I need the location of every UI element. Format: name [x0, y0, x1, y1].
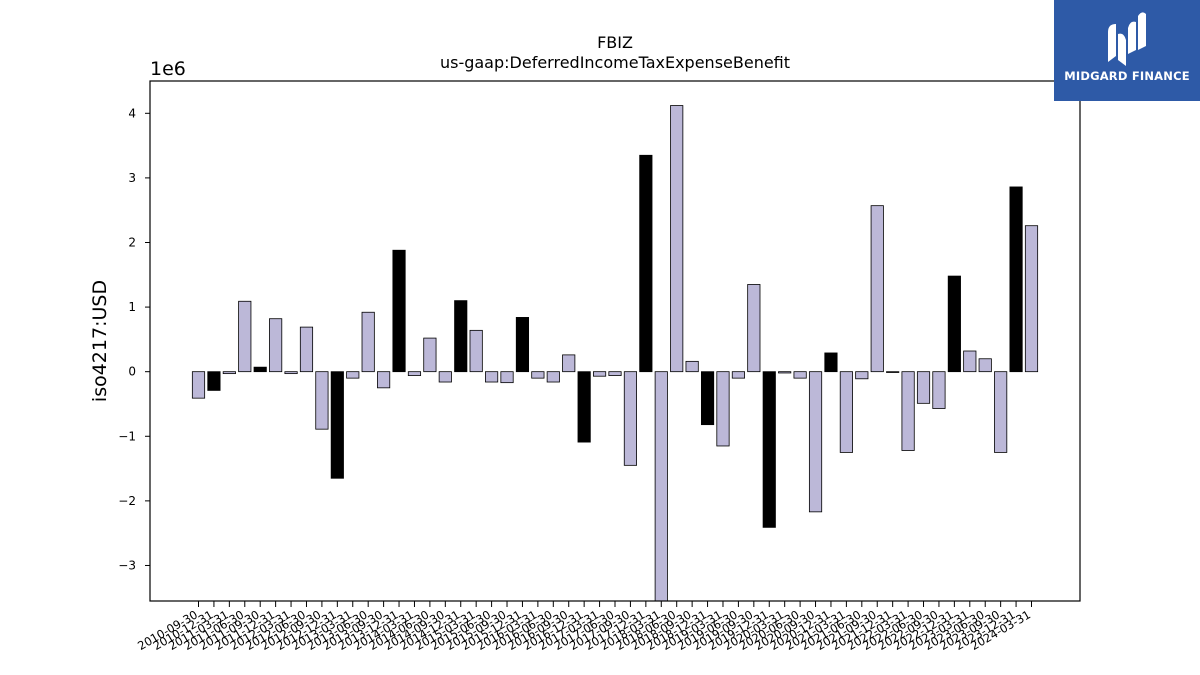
bar: [716, 371, 730, 447]
y-tick-label: 0: [128, 365, 136, 379]
bar: [284, 371, 298, 375]
bar: [623, 371, 638, 466]
plot-frame: [149, 80, 1081, 602]
logo-icon: [1108, 12, 1146, 66]
bar: [253, 366, 267, 373]
bar: [639, 154, 653, 373]
logo-text: MIDGARD FINANCE: [1064, 69, 1190, 83]
bar: [916, 371, 931, 404]
chart-title: FBIZ: [597, 33, 633, 52]
bar: [608, 371, 622, 376]
bar: [392, 249, 406, 373]
y-tick-label: 2: [128, 235, 136, 249]
bar: [978, 358, 992, 373]
bar: [515, 317, 530, 373]
bar: [361, 311, 375, 373]
bar: [407, 371, 422, 376]
bar: [886, 371, 900, 373]
bar: [222, 371, 236, 375]
bar: [855, 371, 869, 380]
bar: [315, 371, 329, 430]
bar: [963, 350, 977, 373]
bar: [1024, 225, 1039, 373]
logo: MIDGARD FINANCE: [1054, 0, 1200, 101]
bar: [593, 371, 607, 377]
bar: [824, 352, 838, 373]
bar: [191, 371, 206, 399]
y-tick-label: −3: [118, 558, 136, 572]
bar: [778, 371, 792, 374]
y-tick-label: −2: [118, 494, 136, 508]
bar: [546, 371, 560, 383]
bar: [469, 329, 483, 373]
bar: [1009, 186, 1023, 373]
bar: [793, 371, 807, 379]
y-axis-ticks: −3 −2 −1 0 1 2 3 4: [118, 106, 150, 572]
bar: [901, 371, 915, 451]
bar: [670, 105, 684, 373]
chart-subtitle: us-gaap:DeferredIncomeTaxExpenseBenefit: [440, 53, 790, 72]
bar: [207, 371, 221, 391]
bar: [762, 371, 776, 528]
bar: [500, 371, 514, 384]
y-axis-multiplier: 1e6: [150, 58, 186, 80]
bar: [808, 371, 823, 513]
bar: [238, 300, 252, 373]
bar: [485, 371, 499, 383]
x-axis-ticks: 2010-09-302010-12-312011-03-312011-06-30…: [135, 601, 1033, 653]
bar: [994, 371, 1008, 453]
bar: [346, 371, 360, 379]
bar: [438, 371, 452, 383]
bar: [747, 284, 761, 373]
bar: [423, 337, 437, 373]
bar: [454, 300, 468, 373]
bar: [377, 371, 391, 389]
bar: [932, 371, 946, 409]
bar: [654, 371, 668, 602]
y-tick-label: −1: [118, 429, 136, 443]
bar: [577, 371, 591, 443]
bar: [700, 371, 715, 426]
bar: [562, 354, 576, 373]
bar: [685, 360, 699, 373]
plot-background: [150, 81, 1080, 601]
bar: [731, 371, 745, 379]
y-tick-label: 4: [128, 106, 136, 120]
y-tick-label: 3: [128, 171, 136, 185]
bar: [870, 205, 884, 373]
bar: [531, 371, 545, 379]
bars-group: [191, 105, 1039, 602]
plot-area: [150, 81, 1080, 601]
y-tick-label: 1: [128, 300, 136, 314]
bar: [330, 371, 344, 479]
y-axis-label: iso4217:USD: [89, 280, 111, 402]
bar: [269, 318, 283, 373]
bar: [299, 326, 314, 373]
bar: [839, 371, 853, 453]
bar: [947, 275, 961, 373]
